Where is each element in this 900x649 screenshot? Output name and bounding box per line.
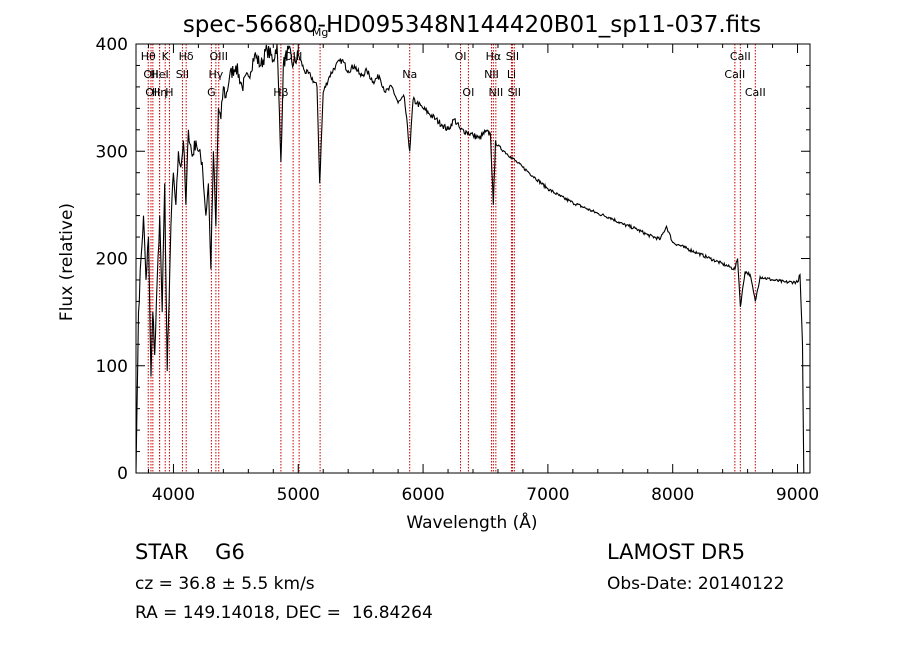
plot-frame [135,43,811,474]
spectrum-series [136,44,805,473]
redshift-cz: cz = 36.8 ± 5.5 km/s [135,574,315,594]
line-marker-label: OIII [210,50,228,63]
axes-layer: 4000 5000 6000 7000 8000 9000 0 100 200 300 400 [96,35,820,505]
y-tick-label: 200 [96,250,128,270]
survey-name: LAMOST DR5 [607,540,746,564]
x-tick-label: 6000 [401,485,444,505]
line-marker-label: Hα [486,50,502,63]
series-layer [136,44,805,473]
line-marker-label: Hγ [208,68,223,81]
line-marker-label: HeI [150,68,168,81]
x-tick-label: 7000 [526,485,569,505]
x-tick-label: 5000 [277,485,320,505]
line-marker-label: Li [507,68,516,81]
line-label-layer: HθOIIOIIHeIHηKHSIIHδGHγOIIIHβOIIIMgNaOIO… [141,26,766,99]
line-marker-label: OI [462,86,474,99]
line-marker-label: OI [455,50,467,63]
line-marker-label: OIII [284,50,302,63]
x-axis-label: Wavelength (Å) [406,511,537,533]
line-marker-label: Hη [152,86,167,99]
y-tick-label: 300 [96,142,128,162]
line-marker-label: Mg [312,26,328,39]
y-tick-label: 100 [96,357,128,377]
line-marker-label: G [207,86,216,99]
chart-title: spec-56680-HD095348N144420B01_sp11-037.f… [183,12,761,38]
line-marker-label: OII [145,86,160,99]
ra-dec: RA = 149.14018, DEC = 16.84264 [135,603,433,623]
line-marker-label: K [162,50,170,63]
line-marker-label: Hδ [179,50,194,63]
y-tick-label: 0 [117,464,128,484]
object-class: STAR G6 [135,540,245,564]
observation-date: Obs-Date: 20140122 [607,574,785,594]
x-tick-label: 9000 [776,485,819,505]
line-marker-label: SII [506,50,519,63]
line-marker-label: H [165,86,173,99]
line-marker-label: Na [402,68,417,81]
y-axis-label: Flux (relative) [57,203,77,321]
line-marker-layer [147,44,756,473]
line-marker-label: CaII [745,86,766,99]
x-tick-label: 8000 [651,485,694,505]
line-marker-label: SII [176,68,189,81]
line-marker-label: NII [488,86,503,99]
line-marker-label: CaII [724,68,745,81]
x-tick-label: 4000 [152,485,195,505]
line-marker-label: Hθ [141,50,156,63]
line-marker-label: NII [484,68,499,81]
line-marker-label: OII [143,68,158,81]
line-marker-label: CaII [730,50,751,63]
y-tick-label: 400 [96,35,128,55]
line-marker-label: Hβ [273,86,288,99]
line-marker-label: SII [508,86,521,99]
